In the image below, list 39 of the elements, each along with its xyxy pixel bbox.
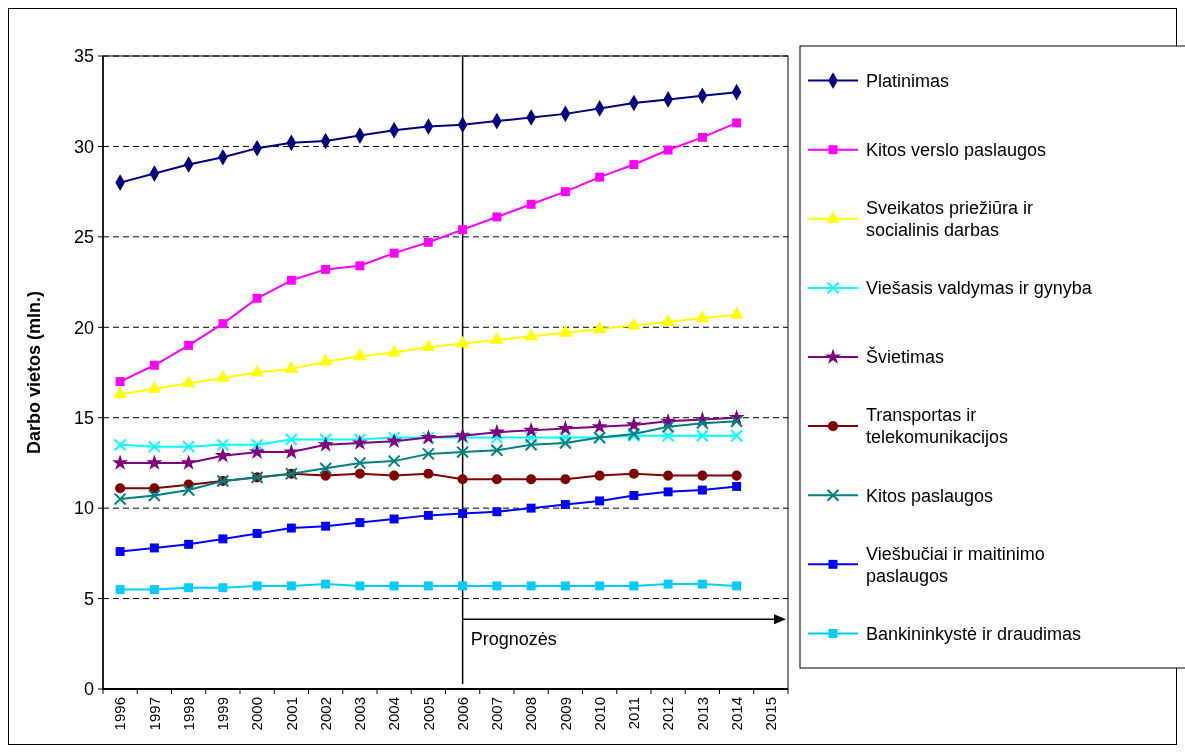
x-tick-label: 2002: [316, 697, 334, 731]
legend-label: Platinimas: [866, 70, 950, 91]
x-tick-label: 1999: [214, 697, 232, 731]
x-tick-label: 1998: [179, 697, 197, 731]
y-tick-label: 25: [73, 227, 94, 248]
x-tick-label: 2004: [385, 697, 403, 731]
x-tick-label: 2013: [693, 697, 711, 731]
x-tick-label: 2014: [727, 697, 745, 731]
x-tick-label: 2012: [659, 697, 677, 731]
legend-label: Kitos paslaugos: [866, 485, 994, 506]
y-tick-label: 30: [73, 136, 94, 157]
x-tick-label: 2007: [488, 697, 506, 731]
y-tick-label: 10: [73, 498, 94, 519]
y-axis-title: Darbo vietos (mln.): [24, 290, 44, 455]
legend-label: Transportas ir telekomunikacijos: [866, 405, 1009, 448]
x-tick-label: 2009: [556, 697, 574, 731]
y-tick-label: 15: [73, 408, 94, 429]
x-tick-label: 2010: [590, 697, 608, 731]
x-tick-label: 2000: [248, 697, 266, 731]
y-tick-label: 5: [83, 588, 94, 609]
legend-label: Viešasis valdymas ir gynyba: [866, 278, 1093, 299]
x-tick-label: 2003: [351, 697, 369, 731]
x-tick-label: 2011: [625, 697, 643, 730]
legend-label: Kitos verslo paslaugos: [866, 139, 1047, 160]
y-tick-label: 35: [73, 46, 94, 67]
legend-label: Bankininkystė ir draudimas: [866, 623, 1082, 644]
legend-label: Viešbučiai ir maitinimo paslaugos: [866, 543, 1045, 586]
ref-line-label: Prognozės: [470, 629, 557, 650]
x-tick-label: 2005: [419, 697, 437, 731]
y-tick-label: 20: [73, 317, 94, 338]
x-tick-label: 1996: [111, 697, 129, 731]
x-tick-label: 1997: [145, 697, 163, 731]
x-tick-label: 2015: [762, 697, 780, 731]
y-tick-label: 0: [83, 679, 94, 700]
x-tick-label: 2001: [282, 697, 300, 731]
legend-label: Sveikatos priežiūra ir socialinis darbas: [866, 198, 1034, 241]
x-tick-label: 2006: [453, 697, 471, 731]
x-tick-label: 2008: [522, 697, 540, 731]
legend-label: Švietimas: [866, 346, 945, 368]
